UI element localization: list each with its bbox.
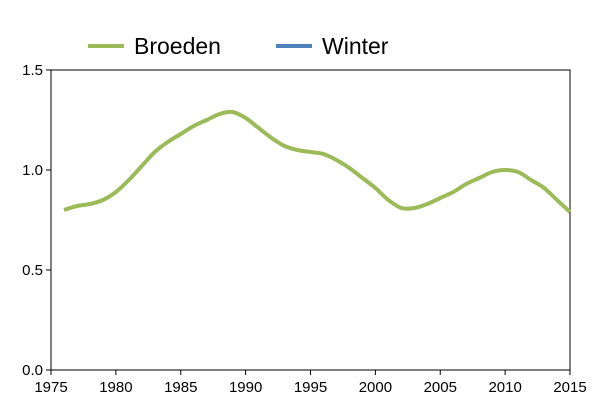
x-tick-label: 2010 bbox=[488, 379, 521, 396]
x-axis-ticks: 1975 1980 1985 1990 1995 2000 2005 2010 2015 bbox=[34, 370, 587, 396]
series-layer bbox=[63, 109, 572, 214]
y-tick-label: 0.5 bbox=[22, 262, 43, 279]
x-tick-label: 1995 bbox=[294, 379, 327, 396]
legend: Broeden Winter bbox=[88, 33, 389, 59]
x-tick-label: 1975 bbox=[34, 379, 67, 396]
x-tick-label: 1990 bbox=[229, 379, 262, 396]
legend-label-winter: Winter bbox=[322, 33, 389, 59]
y-tick-label: 0.0 bbox=[22, 362, 43, 379]
x-tick-label: 1985 bbox=[164, 379, 197, 396]
y-tick-label: 1.5 bbox=[22, 62, 43, 79]
plot-area bbox=[50, 69, 571, 371]
x-tick-label: 2000 bbox=[359, 379, 392, 396]
plot-frame bbox=[50, 69, 571, 371]
x-tick-label: 2015 bbox=[553, 379, 586, 396]
x-tick-label: 1980 bbox=[99, 379, 132, 396]
legend-label-broeden: Broeden bbox=[134, 33, 221, 59]
series-line-broeden bbox=[63, 109, 572, 214]
x-tick-label: 2005 bbox=[424, 379, 457, 396]
y-tick-label: 1.0 bbox=[22, 162, 43, 179]
y-axis-ticks: 0.0 0.5 1.0 1.5 bbox=[22, 62, 51, 379]
